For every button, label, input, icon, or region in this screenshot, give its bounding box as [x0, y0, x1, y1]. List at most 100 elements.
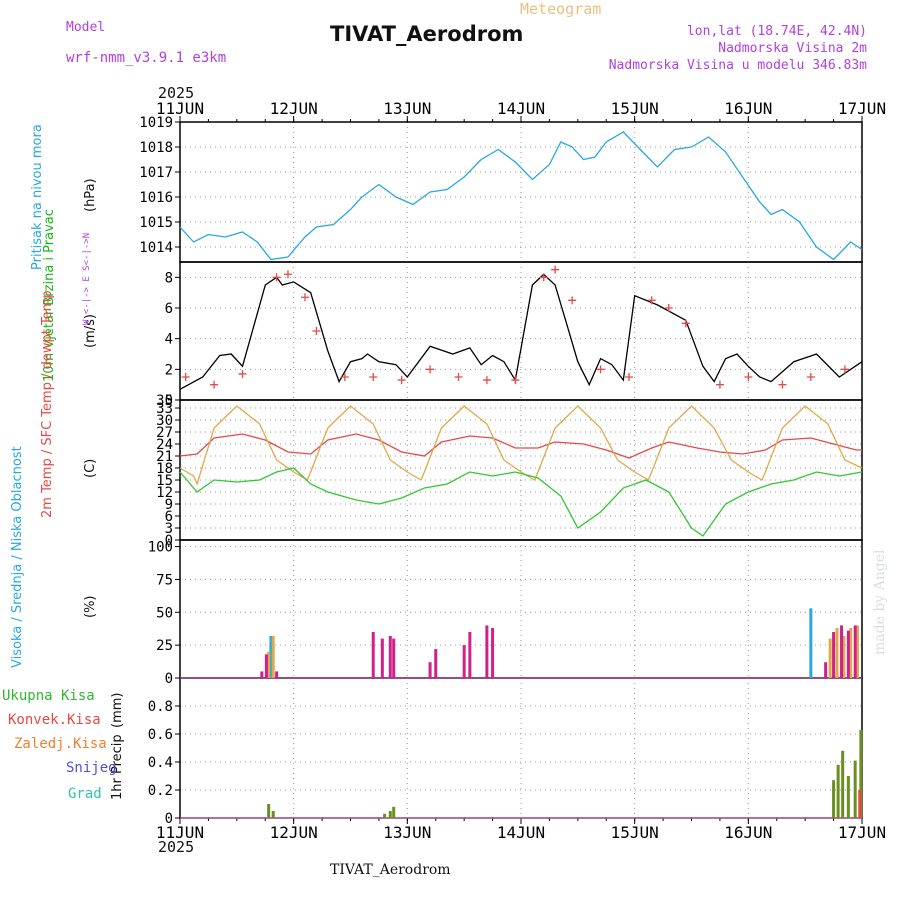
y-tick-label: 3: [165, 521, 173, 537]
y-tick-label: 24: [156, 437, 173, 453]
y-tick-label: 0: [165, 393, 173, 409]
x-tick-label-top: 16JUN: [724, 99, 772, 118]
altitude-label: Nadmorska Visina 2m: [718, 41, 867, 56]
x-tick-label-bottom: 17JUN: [838, 823, 886, 842]
gust-marker: [778, 380, 787, 389]
y-tick-label: 0.4: [148, 755, 173, 771]
station-title: TIVAT_Aerodrom: [330, 22, 524, 46]
y-tick-label: 18: [156, 461, 173, 477]
bar: [809, 608, 813, 678]
bar: [832, 632, 836, 678]
model-name: wrf-nmm_v3.9.1 e3km: [66, 50, 227, 66]
y-tick-label: 2: [165, 362, 173, 378]
gust-marker: [340, 373, 349, 381]
bar: [264, 654, 268, 678]
y-tick-label: 27: [156, 425, 173, 441]
gust-marker: [664, 304, 673, 312]
lonlat-label: lon,lat (18.74E, 42.4N): [686, 24, 867, 39]
y-tick-label: 75: [156, 572, 173, 588]
bar: [392, 638, 396, 678]
x-tick-label-bottom: 12JUN: [270, 823, 318, 842]
gust-marker: [181, 373, 190, 381]
bar: [840, 625, 844, 678]
series-line-brzina-vjetra: [179, 273, 863, 390]
bar: [275, 671, 279, 678]
x-tick-label-top: 13JUN: [383, 99, 431, 118]
y-tick-label: 21: [156, 449, 173, 465]
year-top: 2025: [158, 84, 195, 102]
y-tick-label: 0.8: [148, 699, 173, 715]
y-tick-label: 9: [165, 497, 173, 513]
gust-marker: [647, 296, 656, 305]
y-tick-label: 1018: [139, 140, 173, 156]
y-tick-label: 4: [165, 332, 173, 348]
series-line-pritisak-na-nivou-mora: [179, 131, 863, 261]
x-tick-label-bottom: 11JUN: [156, 823, 204, 842]
legend-hail: Grad: [68, 786, 102, 802]
x-tick-label-top: 15JUN: [611, 99, 659, 118]
legend-freezing-rain: Zaledj.Kisa: [14, 736, 107, 752]
gust-marker: [301, 293, 310, 302]
gust-marker: [369, 373, 378, 381]
gust-marker: [551, 265, 560, 274]
bar: [380, 638, 384, 678]
y-tick-label: 33: [156, 401, 173, 417]
x-tick-label-top: 12JUN: [270, 99, 318, 118]
bar: [267, 651, 271, 678]
bar: [485, 625, 489, 678]
gust-marker: [210, 380, 219, 389]
y-tick-label: 0: [165, 533, 173, 549]
bar: [371, 632, 375, 678]
bar: [858, 790, 862, 818]
bar: [859, 729, 863, 818]
y-tick-label: 1015: [139, 215, 173, 231]
bar: [267, 804, 271, 818]
bar: [388, 635, 392, 678]
gust-marker: [272, 273, 281, 282]
gust-marker: [426, 365, 435, 374]
x-tick-label-bottom: 15JUN: [611, 823, 659, 842]
model-label: Model: [66, 20, 106, 35]
series-line-dewpt-temp: [179, 467, 863, 537]
y-tick-label: 0: [165, 811, 173, 827]
gust-marker: [744, 373, 753, 381]
series-line-sfc-temp: [179, 405, 863, 486]
gust-marker: [681, 319, 690, 328]
x-tick-label-bottom: 14JUN: [497, 823, 545, 842]
bar: [849, 628, 853, 678]
gust-marker: [539, 273, 548, 282]
gust-marker: [238, 369, 247, 378]
y-tick-label: 6: [165, 509, 173, 525]
gust-marker: [397, 376, 406, 385]
y-tick-label: 0.2: [148, 783, 173, 799]
gust-marker: [806, 373, 815, 381]
gust-marker: [482, 376, 491, 385]
x-tick-label-bottom: 16JUN: [724, 823, 772, 842]
legend-convective-rain: Konvek.Kisa: [8, 712, 101, 728]
bar: [468, 632, 472, 678]
bar: [269, 635, 273, 678]
gust-marker: [596, 365, 605, 374]
legend-snow: Snijeg: [66, 760, 117, 776]
bar: [491, 628, 495, 678]
bar: [388, 811, 392, 818]
x-tick-label-top: 11JUN: [156, 99, 204, 118]
y-tick-label: 35: [156, 393, 173, 409]
y-tick-label: 30: [156, 413, 173, 429]
y-tick-label: 12: [156, 485, 173, 501]
y-tick-label: 25: [156, 638, 173, 654]
y-tick-label: 1017: [139, 165, 173, 181]
bar: [462, 645, 466, 678]
gust-marker: [454, 373, 463, 381]
bar: [835, 628, 839, 678]
y-tick-label: 1016: [139, 190, 173, 206]
bar: [853, 760, 857, 818]
x-tick-label-bottom: 13JUN: [383, 823, 431, 842]
bar: [855, 625, 859, 678]
x-tick-label-top: 17JUN: [838, 99, 886, 118]
gust-marker: [624, 373, 633, 381]
bar: [846, 630, 850, 678]
gust-marker: [312, 327, 321, 335]
y-tick-label: 1014: [139, 240, 173, 256]
gust-marker: [840, 365, 849, 374]
